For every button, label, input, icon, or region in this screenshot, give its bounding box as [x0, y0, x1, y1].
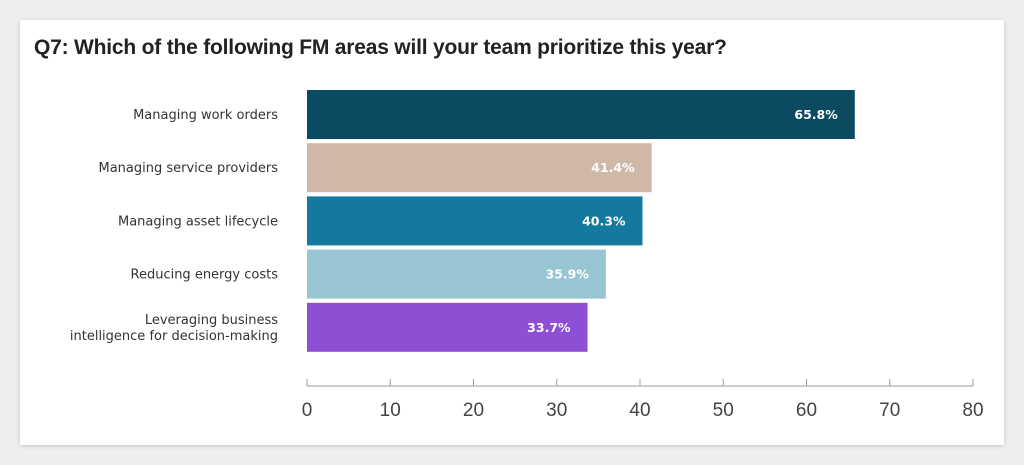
chart-card: Q7: Which of the following FM areas will… [20, 20, 1004, 445]
value-label: 40.3% [582, 213, 626, 228]
value-label: 35.9% [545, 267, 589, 282]
bar [307, 143, 652, 193]
bar [307, 90, 855, 139]
x-tick-label: 40 [629, 400, 650, 421]
category-label: Reducing energy costs [131, 268, 279, 283]
category-label: Managing work orders [133, 108, 278, 123]
category-label: intelligence for decision-making [70, 329, 278, 344]
bar-chart: 65.8% Managing work orders 41.4% Managing s… [70, 90, 984, 421]
bar [307, 249, 606, 299]
bar [307, 196, 643, 246]
x-tick-label: 0 [302, 400, 313, 421]
category-label: Leveraging business [145, 313, 278, 328]
bar [307, 302, 588, 352]
x-tick-label: 60 [796, 400, 817, 421]
chart-title: Q7: Which of the following FM areas will… [34, 36, 727, 59]
x-tick-label: 50 [713, 400, 734, 421]
category-label: Managing asset lifecycle [118, 214, 278, 229]
value-label: 65.8% [794, 107, 838, 122]
value-label: 41.4% [591, 160, 635, 175]
value-label: 33.7% [527, 320, 571, 335]
category-label: Managing service providers [98, 161, 278, 176]
x-tick-label: 10 [380, 400, 401, 421]
x-tick-label: 80 [962, 400, 983, 421]
x-tick-label: 30 [546, 400, 567, 421]
x-tick-label: 20 [463, 400, 484, 421]
x-tick-label: 70 [879, 400, 900, 421]
